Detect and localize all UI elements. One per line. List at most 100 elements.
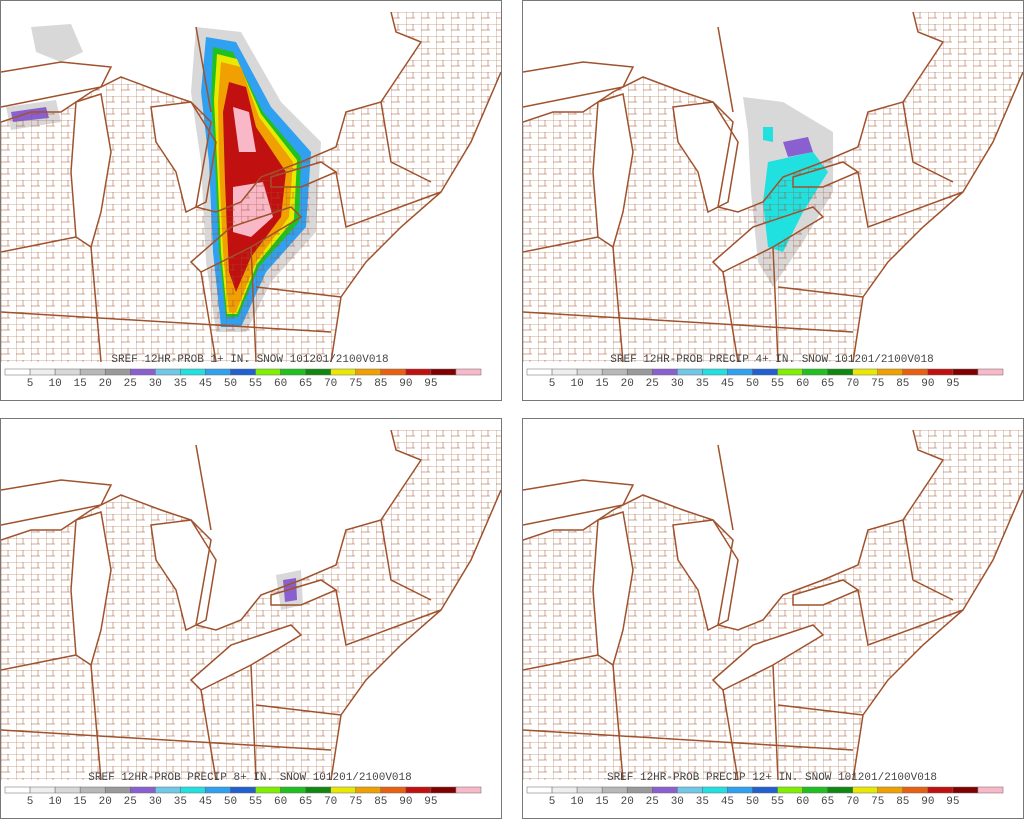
legend-swatch: [576, 368, 603, 376]
legend-swatch: [727, 368, 753, 376]
legend-label: 5: [27, 378, 34, 390]
legend-swatch: [155, 786, 181, 794]
legend-swatch: [727, 786, 753, 794]
legend-swatch: [902, 368, 929, 376]
legend-swatch: [455, 368, 482, 376]
legend-label: 20: [99, 796, 112, 808]
legend-label: 75: [349, 796, 362, 808]
legend-swatch: [526, 368, 553, 376]
legend-swatch: [526, 786, 553, 794]
legend-swatch: [827, 786, 853, 794]
basemap: [523, 430, 1023, 780]
legend-swatch: [54, 368, 81, 376]
legend-label: 20: [621, 796, 634, 808]
legend-label: 20: [99, 378, 112, 390]
legend-swatch: [430, 786, 457, 794]
legend-swatch: [130, 786, 156, 794]
basemap: [1, 12, 501, 362]
map-area: [1, 430, 501, 780]
legend-swatch: [702, 368, 728, 376]
legend-swatch: [180, 368, 206, 376]
legend-label: 95: [424, 796, 437, 808]
legend-swatch: [305, 368, 331, 376]
legend-label: 55: [771, 796, 784, 808]
legend-label: 55: [249, 378, 262, 390]
legend-swatch: [677, 368, 703, 376]
legend-swatch: [455, 786, 482, 794]
legend-swatch: [130, 368, 156, 376]
legend-label: 35: [174, 378, 187, 390]
legend-label: 15: [596, 378, 609, 390]
legend-label: 75: [871, 796, 884, 808]
legend-swatch: [827, 368, 853, 376]
legend-label: 70: [324, 378, 337, 390]
legend-label: 95: [946, 378, 959, 390]
legend-swatch: [652, 786, 678, 794]
legend-swatch: [4, 786, 31, 794]
legend-label: 25: [646, 378, 659, 390]
legend-label: 10: [571, 378, 584, 390]
legend-label: 10: [49, 796, 62, 808]
legend-label: 90: [399, 796, 412, 808]
legend-label: 65: [299, 796, 312, 808]
legend-label: 65: [821, 796, 834, 808]
legend-swatch: [330, 368, 356, 376]
legend-label: 60: [274, 378, 287, 390]
legend-label: 20: [621, 378, 634, 390]
legend-swatch: [852, 368, 878, 376]
legend-label: 75: [871, 378, 884, 390]
legend-label: 50: [746, 796, 759, 808]
legend-swatch: [255, 368, 281, 376]
legend-swatch: [54, 786, 81, 794]
legend-label: 5: [27, 796, 34, 808]
legend-swatch: [305, 786, 331, 794]
legend-label: 95: [424, 378, 437, 390]
legend-swatch: [702, 786, 728, 794]
legend-swatch: [180, 786, 206, 794]
legend-swatch: [777, 786, 803, 794]
legend-swatch: [877, 786, 904, 794]
legend-label: 90: [921, 796, 934, 808]
legend-swatch: [230, 368, 256, 376]
legend-label: 25: [124, 378, 137, 390]
legend-swatch: [852, 786, 878, 794]
legend-swatch: [601, 786, 628, 794]
legend-swatch: [330, 786, 356, 794]
legend-swatch: [104, 786, 131, 794]
legend-swatch: [280, 786, 306, 794]
legend-label: 65: [299, 378, 312, 390]
map-area: [523, 12, 1023, 362]
legend-swatch: [802, 786, 828, 794]
legend-swatch: [576, 786, 603, 794]
legend-swatch: [355, 368, 382, 376]
legend-label: 45: [199, 378, 212, 390]
legend-swatch: [4, 368, 31, 376]
legend-swatch: [927, 368, 954, 376]
legend-swatch: [977, 786, 1004, 794]
legend-swatch: [104, 368, 131, 376]
map-panel: SREF 12HR-PROB PRECIP 8+ IN. SNOW 101201…: [0, 418, 502, 819]
legend-swatch: [79, 786, 106, 794]
legend-swatch: [952, 786, 979, 794]
legend-swatch: [802, 368, 828, 376]
legend-swatch: [551, 368, 578, 376]
legend-swatch: [205, 368, 231, 376]
legend-swatch: [405, 786, 432, 794]
legend-swatch: [29, 368, 56, 376]
legend-label: 50: [746, 378, 759, 390]
legend-label: 55: [249, 796, 262, 808]
map-panel: SREF 12HR-PROB PRECIP 12+ IN. SNOW 10120…: [522, 418, 1024, 819]
legend-label: 30: [671, 796, 684, 808]
legend-swatch: [155, 368, 181, 376]
basemap: [523, 12, 1023, 362]
legend-swatch: [777, 368, 803, 376]
legend-label: 25: [646, 796, 659, 808]
legend-label: 50: [224, 378, 237, 390]
panel-title: SREF 12HR-PROB PRECIP 4+ IN. SNOW 101201…: [610, 354, 933, 366]
legend-label: 35: [696, 378, 709, 390]
legend-swatch: [255, 786, 281, 794]
legend-label: 50: [224, 796, 237, 808]
legend-swatch: [677, 786, 703, 794]
